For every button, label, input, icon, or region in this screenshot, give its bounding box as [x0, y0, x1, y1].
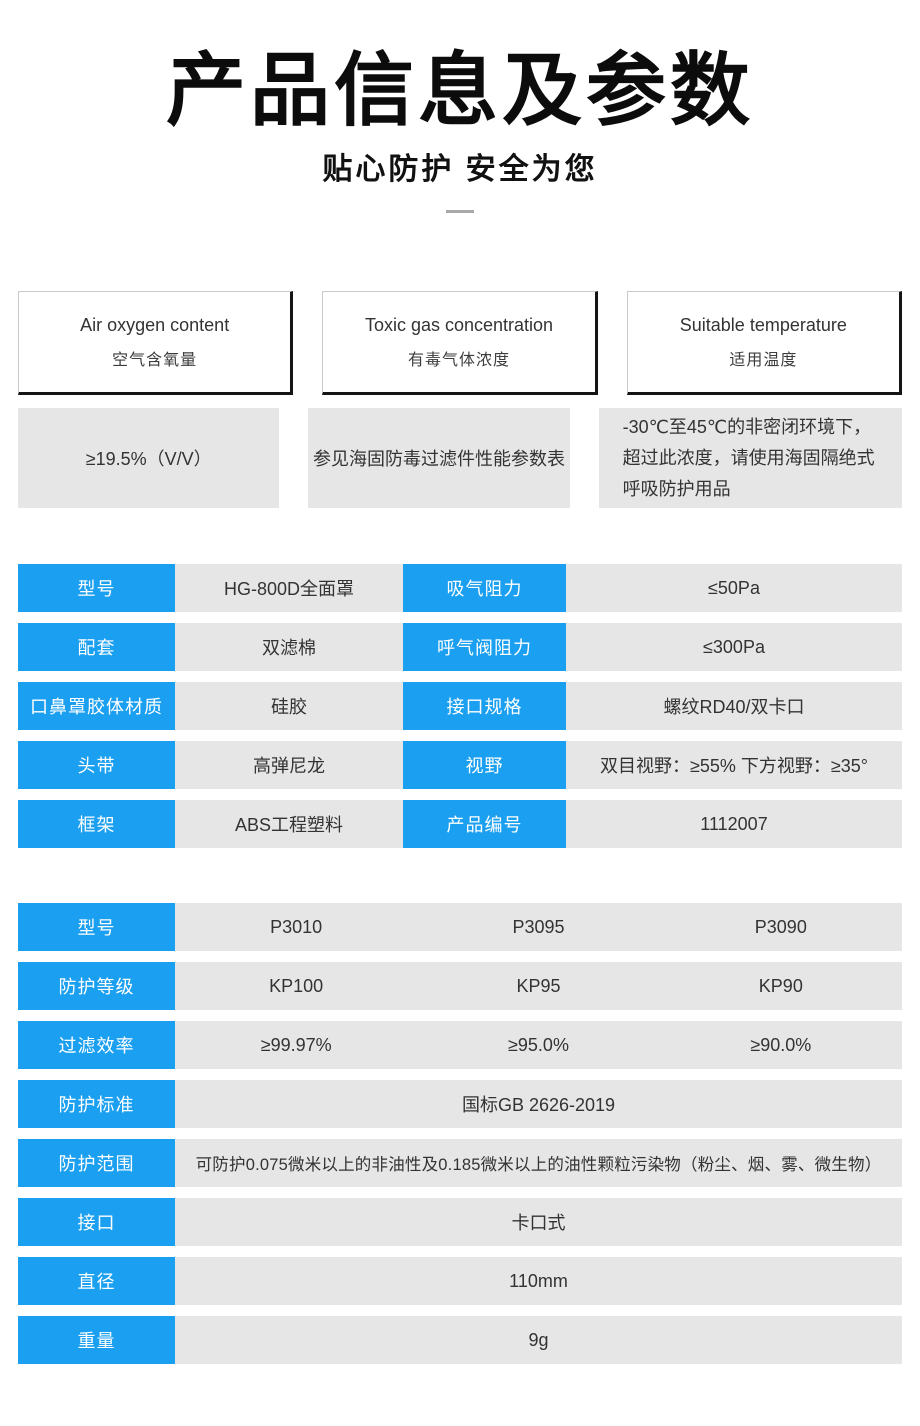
spec-value: HG-800D全面罩: [175, 564, 403, 612]
spec-label: 口鼻罩胶体材质: [18, 682, 175, 730]
table-row: 接口 卡口式: [18, 1198, 902, 1246]
spec-value: ≥90.0%: [750, 1034, 812, 1055]
table-row: 型号 HG-800D全面罩 吸气阻力 ≤50Pa: [18, 564, 902, 612]
condition-title-zh: 适用温度: [729, 351, 798, 369]
spec-label: 过滤效率: [18, 1021, 175, 1069]
spec-value: P3090: [754, 916, 807, 937]
spec-value: P3095: [512, 916, 565, 937]
spec-label: 产品编号: [403, 800, 566, 848]
spec-value-columns: KP100 KP95 KP90: [175, 962, 902, 1010]
spec-value: KP90: [758, 975, 803, 996]
table-row: 配套 双滤棉 呼气阀阻力 ≤300Pa: [18, 623, 902, 671]
spec-label: 接口: [18, 1198, 175, 1246]
spec-label: 重量: [18, 1316, 175, 1364]
page-header: 产品信息及参数 贴心防护 安全为您: [0, 0, 920, 213]
table-row: 防护标准 国标GB 2626-2019: [18, 1080, 902, 1128]
header-divider: [446, 210, 474, 213]
condition-value-toxic-gas: 参见海固防毒过滤件性能参数表: [308, 408, 570, 508]
condition-box-oxygen: Air oxygen content 空气含氧量: [18, 291, 294, 395]
table-row: 防护等级 KP100 KP95 KP90: [18, 962, 902, 1010]
condition-box-temperature: Suitable temperature 适用温度: [626, 291, 902, 395]
condition-value-row: ≥19.5%（V/V） 参见海固防毒过滤件性能参数表 -30℃至45℃的非密闭环…: [0, 408, 920, 508]
table-row: 过滤效率 ≥99.97% ≥95.0% ≥90.0%: [18, 1021, 902, 1069]
condition-header-row: Air oxygen content 空气含氧量 Toxic gas conce…: [0, 291, 920, 395]
spec-label: 框架: [18, 800, 175, 848]
spec-label: 防护范围: [18, 1139, 175, 1187]
spec-value: ≤50Pa: [566, 564, 902, 612]
table-row: 直径 110mm: [18, 1257, 902, 1305]
spec-value: ≥99.97%: [260, 1034, 332, 1055]
spec-value: 双滤棉: [175, 623, 403, 671]
table-row: 头带 高弹尼龙 视野 双目视野：≥55% 下方视野：≥35°: [18, 741, 902, 789]
spec-label: 防护标准: [18, 1080, 175, 1128]
condition-title-zh: 有毒气体浓度: [407, 351, 510, 369]
spec-value-columns: P3010 P3095 P3090: [175, 903, 902, 951]
spec-value: KP95: [516, 975, 561, 996]
table-row: 框架 ABS工程塑料 产品编号 1112007: [18, 800, 902, 848]
spec-value-columns: ≥99.97% ≥95.0% ≥90.0%: [175, 1021, 902, 1069]
spec-label: 配套: [18, 623, 175, 671]
table-row: 型号 P3010 P3095 P3090: [18, 903, 902, 951]
condition-value-temperature: -30℃至45℃的非密闭环境下，超过此浓度，请使用海固隔绝式呼吸防护用品: [598, 408, 902, 508]
table-row: 重量 9g: [18, 1316, 902, 1364]
spec-label: 型号: [18, 564, 175, 612]
spec-value: 高弹尼龙: [175, 741, 403, 789]
spec-label: 直径: [18, 1257, 175, 1305]
condition-title-en: Air oxygen content: [80, 314, 230, 335]
filter-spec-table: 型号 P3010 P3095 P3090 防护等级 KP100 KP95 KP9…: [18, 903, 902, 1364]
spec-label: 头带: [18, 741, 175, 789]
spec-value: ≥95.0%: [508, 1034, 569, 1055]
spec-label: 防护等级: [18, 962, 175, 1010]
condition-title-en: Toxic gas concentration: [364, 314, 554, 335]
spec-value: 双目视野：≥55% 下方视野：≥35°: [566, 741, 902, 789]
spec-value: ≤300Pa: [566, 623, 902, 671]
page-subtitle: 贴心防护 安全为您: [322, 153, 598, 186]
spec-label: 接口规格: [403, 682, 566, 730]
condition-title-zh: 空气含氧量: [112, 351, 198, 369]
spec-value: 硅胶: [175, 682, 403, 730]
spec-value: 110mm: [175, 1257, 902, 1305]
spec-value: 9g: [175, 1316, 902, 1364]
page-title: 产品信息及参数: [166, 46, 754, 135]
spec-value: KP100: [269, 975, 324, 996]
spec-label: 吸气阻力: [403, 564, 566, 612]
spec-value: 国标GB 2626-2019: [175, 1080, 902, 1128]
spec-value: 螺纹RD40/双卡口: [566, 682, 902, 730]
mask-spec-table: 型号 HG-800D全面罩 吸气阻力 ≤50Pa 配套 双滤棉 呼气阀阻力 ≤3…: [18, 564, 902, 848]
spec-label: 视野: [403, 741, 566, 789]
condition-title-en: Suitable temperature: [679, 314, 847, 335]
spec-value: 卡口式: [175, 1198, 902, 1246]
table-row: 防护范围 可防护0.075微米以上的非油性及0.185微米以上的油性颗粒污染物（…: [18, 1139, 902, 1187]
spec-value: 可防护0.075微米以上的非油性及0.185微米以上的油性颗粒污染物（粉尘、烟、…: [175, 1139, 902, 1187]
spec-label: 型号: [18, 903, 175, 951]
condition-box-toxic-gas: Toxic gas concentration 有毒气体浓度: [322, 291, 598, 395]
spec-value: P3010: [270, 916, 323, 937]
table-row: 口鼻罩胶体材质 硅胶 接口规格 螺纹RD40/双卡口: [18, 682, 902, 730]
spec-label: 呼气阀阻力: [403, 623, 566, 671]
spec-value: ABS工程塑料: [175, 800, 403, 848]
condition-value-oxygen: ≥19.5%（V/V）: [18, 408, 280, 508]
spec-value: 1112007: [566, 800, 902, 848]
